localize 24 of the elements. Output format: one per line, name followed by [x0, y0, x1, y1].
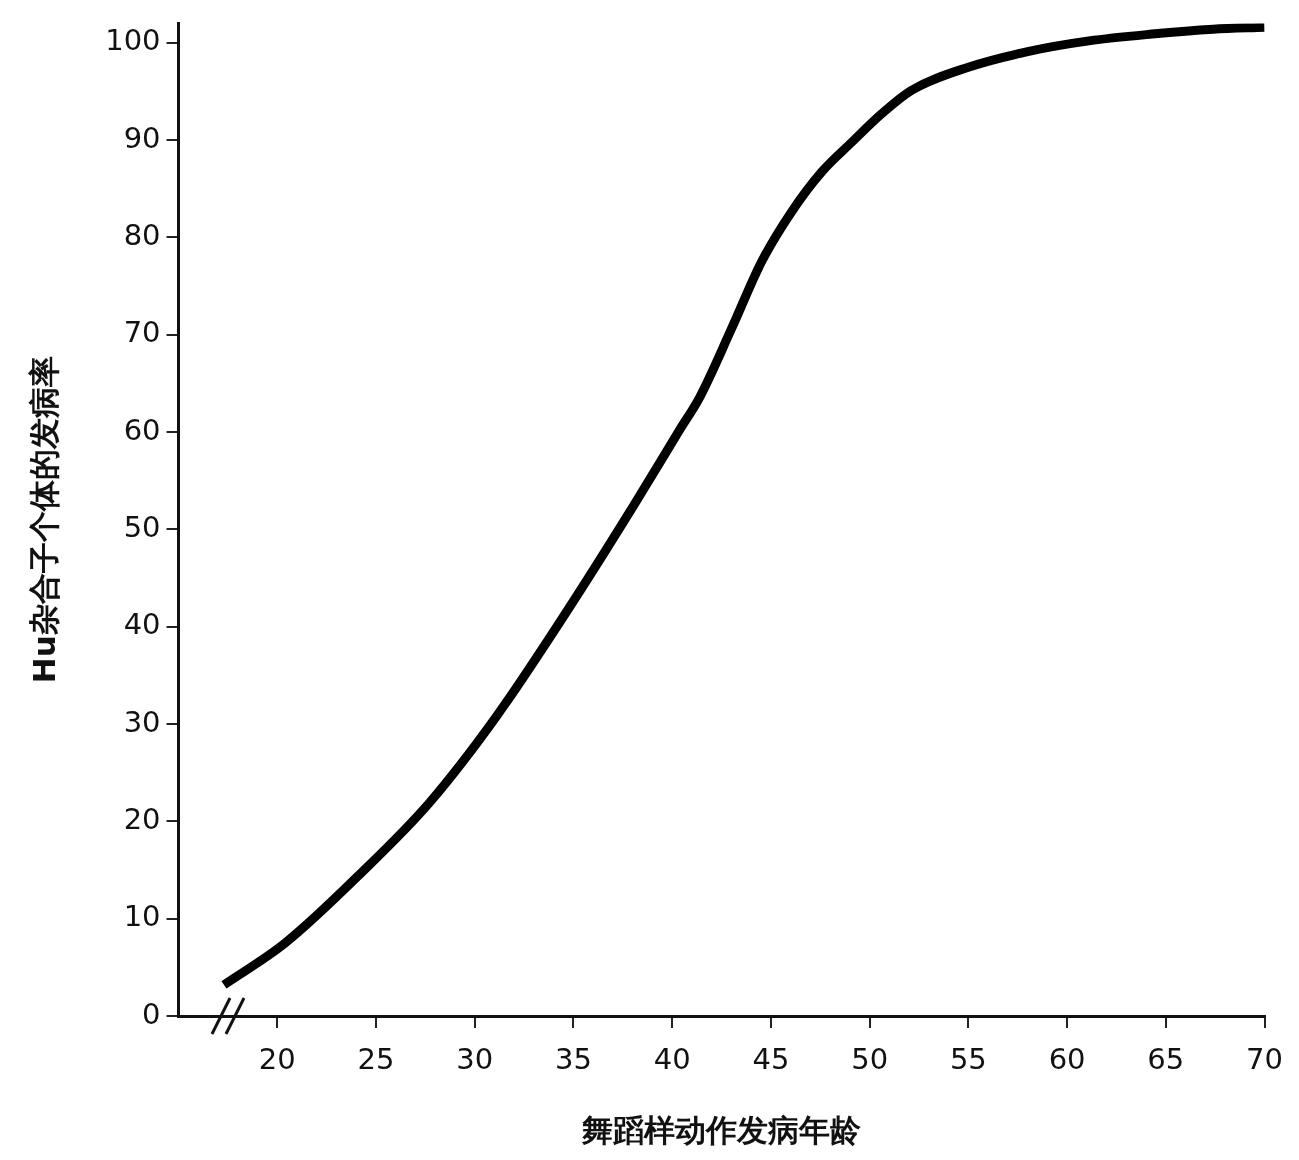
x-tick-label: 55 [949, 1041, 987, 1076]
y-tick-label: 70 [123, 315, 161, 350]
y-axis-title: Hu杂合子个体的发病率 [25, 356, 62, 684]
x-tick-label: 65 [1147, 1041, 1185, 1076]
x-tick-label: 35 [555, 1041, 592, 1076]
x-tick-label: 25 [357, 1041, 395, 1076]
x-axis-title: 舞蹈样动作发病年龄 [581, 1112, 863, 1149]
x-tick-label: 50 [851, 1041, 889, 1076]
y-tick-label: 60 [123, 412, 161, 447]
y-tick-label: 10 [123, 899, 161, 934]
y-tick-label: 40 [123, 607, 161, 642]
x-tick-label: 40 [653, 1041, 691, 1076]
x-tick-label: 70 [1246, 1041, 1283, 1076]
y-tick-label: 100 [105, 23, 161, 58]
x-tick-label: 20 [258, 1041, 296, 1076]
y-tick-label: 0 [142, 996, 161, 1031]
y-tick-label: 20 [123, 801, 161, 836]
x-tick-label: 60 [1048, 1041, 1086, 1076]
y-tick-label: 50 [123, 509, 161, 544]
x-tick-label: 30 [456, 1041, 494, 1076]
y-tick-label: 80 [123, 218, 161, 253]
x-tick-label: 45 [752, 1041, 790, 1076]
y-tick-label: 30 [123, 704, 161, 739]
y-tick-label: 90 [123, 120, 161, 155]
